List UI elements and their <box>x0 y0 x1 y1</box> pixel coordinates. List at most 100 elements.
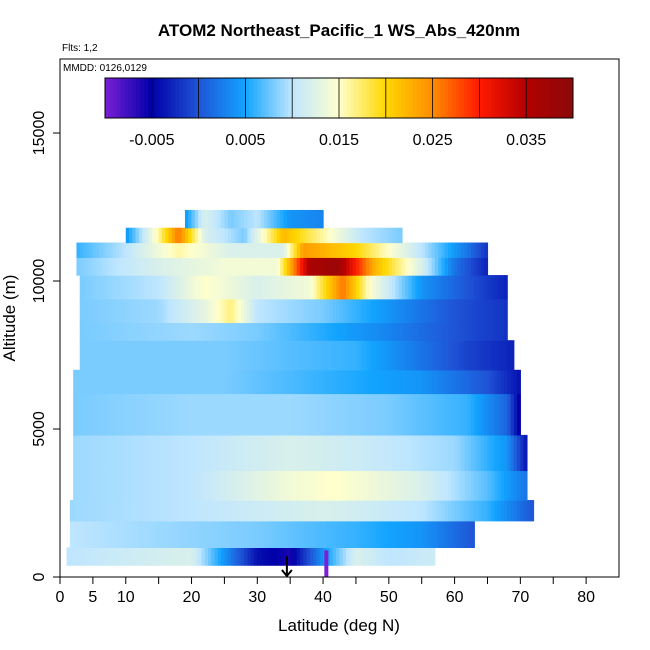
curtain-cell <box>395 340 400 371</box>
curtain-cell <box>517 470 521 501</box>
curtain-cell <box>135 393 140 436</box>
curtain-cell <box>171 275 176 300</box>
curtain-cell <box>392 393 396 436</box>
curtain-cell <box>191 520 196 548</box>
curtain-cell <box>204 242 209 258</box>
curtain-cell <box>408 547 413 566</box>
curtain-cell <box>346 470 350 501</box>
curtain-cell <box>369 298 373 324</box>
curtain-cell <box>408 434 413 472</box>
curtain-cell <box>211 520 216 548</box>
curtain-cell <box>267 369 272 395</box>
curtain-cell <box>217 227 222 244</box>
curtain-cell <box>385 242 390 258</box>
curtain-cell <box>109 470 114 501</box>
curtain-cell <box>145 393 150 436</box>
curtain-cell <box>76 369 81 395</box>
curtain-cell <box>349 257 354 276</box>
curtain-row <box>69 500 535 522</box>
curtain-cell <box>290 393 295 436</box>
curtain-cell <box>336 275 341 300</box>
curtain-cell <box>175 275 179 300</box>
curtain-cell <box>221 275 226 300</box>
curtain-cell <box>273 547 278 566</box>
curtain-cell <box>428 298 433 324</box>
curtain-cell <box>418 257 423 276</box>
curtain-cell <box>510 470 515 501</box>
curtain-cell <box>99 369 104 395</box>
curtain-cell <box>273 340 278 371</box>
curtain-cell <box>421 434 426 472</box>
colorbar-segment <box>179 78 184 118</box>
curtain-cell <box>392 369 396 395</box>
curtain-cell <box>428 322 433 341</box>
curtain-cell <box>388 227 393 244</box>
curtain-cell <box>477 242 482 258</box>
curtain-cell <box>280 520 285 548</box>
curtain-cell <box>135 257 140 276</box>
curtain-cell <box>171 520 176 548</box>
curtain-cell <box>152 340 156 371</box>
curtain-cell <box>181 275 186 300</box>
curtain-cell <box>138 298 143 324</box>
curtain-cell <box>451 434 456 472</box>
curtain-cell <box>431 322 436 341</box>
curtain-cell <box>395 257 400 276</box>
curtain-cell <box>431 393 436 436</box>
colorbar-segment <box>245 78 250 118</box>
curtain-cell <box>418 340 423 371</box>
curtain-cell <box>342 470 347 501</box>
curtain-cell <box>122 520 127 548</box>
curtain-cell <box>494 434 498 472</box>
colorbar-segment <box>268 78 274 118</box>
curtain-cell <box>405 242 410 258</box>
curtain-cell <box>388 500 393 522</box>
curtain-cell <box>448 322 452 341</box>
curtain-cell <box>306 298 311 324</box>
curtain-cell <box>434 369 439 395</box>
curtain-cell <box>454 275 459 300</box>
curtain-cell <box>464 242 469 258</box>
curtain-cell <box>359 369 364 395</box>
curtain-cell <box>211 322 216 341</box>
curtain-cell <box>319 298 324 324</box>
curtain-cell <box>306 369 311 395</box>
curtain-cell <box>106 434 110 472</box>
curtain-cell <box>434 393 439 436</box>
curtain-cell <box>487 500 492 522</box>
curtain-cell <box>359 470 364 501</box>
curtain-cell <box>214 275 219 300</box>
curtain-cell <box>221 298 226 324</box>
curtain-cell <box>392 227 396 244</box>
curtain-cell <box>207 369 212 395</box>
curtain-cell <box>79 242 84 258</box>
curtain-cell <box>254 242 258 258</box>
curtain-cell <box>359 547 364 566</box>
curtain-cell <box>349 322 354 341</box>
curtain-cell <box>362 393 367 436</box>
curtain-cell <box>457 340 462 371</box>
curtain-cell <box>313 470 318 501</box>
curtain-cell <box>224 547 229 566</box>
curtain-cell <box>168 242 173 258</box>
curtain-cell <box>224 227 229 244</box>
curtain-cell <box>309 547 314 566</box>
curtain-cell <box>375 227 380 244</box>
curtain-cell <box>211 209 216 229</box>
colorbar-segment <box>303 78 309 118</box>
curtain-cell <box>500 340 505 371</box>
curtain-cell <box>214 242 219 258</box>
curtain-cell <box>221 500 226 522</box>
curtain-cell <box>122 275 127 300</box>
curtain-cell <box>152 434 156 472</box>
curtain-cell <box>178 227 183 244</box>
curtain-cell <box>283 369 288 395</box>
curtain-cell <box>448 242 452 258</box>
curtain-cell <box>138 393 143 436</box>
curtain-cell <box>152 257 156 276</box>
curtain-cell <box>224 340 229 371</box>
colorbar-segment <box>491 78 496 118</box>
curtain-cell <box>313 547 318 566</box>
curtain-cell <box>474 242 479 258</box>
colorbar-frame <box>104 77 574 119</box>
